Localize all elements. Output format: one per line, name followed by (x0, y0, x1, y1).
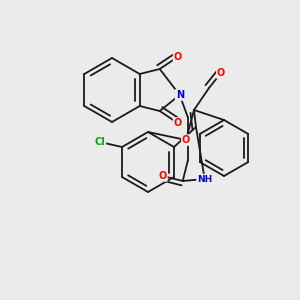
Text: O: O (159, 171, 167, 181)
Text: O: O (182, 135, 190, 145)
Text: Cl: Cl (94, 137, 105, 147)
Text: O: O (217, 68, 225, 78)
Text: NH: NH (197, 175, 212, 184)
Text: O: O (174, 52, 182, 62)
Text: N: N (176, 90, 184, 100)
Text: O: O (174, 118, 182, 128)
